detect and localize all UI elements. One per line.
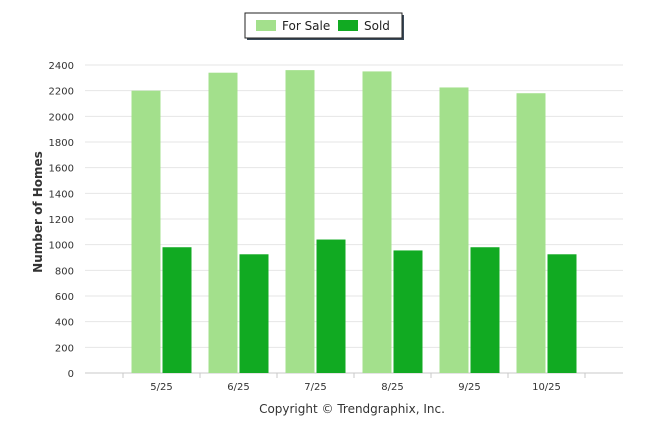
bar-for-sale-10-25[interactable] (516, 93, 546, 373)
y-tick-label: 400 (55, 318, 74, 329)
bars (131, 70, 577, 374)
y-tick-label: 200 (55, 343, 74, 354)
y-tick-label: 2400 (49, 61, 74, 72)
x-tick-label: 5/25 (150, 382, 172, 393)
legend[interactable]: For Sale Sold (244, 12, 404, 40)
legend-swatch-sold (338, 20, 358, 31)
bar-for-sale-6-25[interactable] (208, 72, 238, 373)
y-tick-label: 1800 (49, 138, 74, 149)
y-tick-label: 800 (55, 266, 74, 277)
bar-sold-7-25[interactable] (316, 239, 346, 373)
y-tick-label: 1200 (49, 215, 74, 226)
y-tick-label: 2000 (49, 112, 74, 123)
y-tick-label: 2200 (49, 87, 74, 98)
bar-for-sale-8-25[interactable] (362, 71, 392, 374)
x-tick-label: 6/25 (227, 382, 249, 393)
bar-for-sale-9-25[interactable] (439, 87, 469, 373)
legend-label-for-sale[interactable]: For Sale (282, 19, 330, 33)
y-tick-label: 1000 (49, 241, 74, 252)
legend-swatch-for-sale (256, 20, 276, 31)
bar-sold-9-25[interactable] (470, 247, 500, 373)
bar-sold-8-25[interactable] (393, 250, 423, 373)
bar-for-sale-5-25[interactable] (131, 90, 161, 374)
legend-label-sold[interactable]: Sold (364, 19, 390, 33)
copyright-credit: Copyright © Trendgraphix, Inc. (259, 402, 445, 416)
y-tick-label: 1400 (49, 189, 74, 200)
x-tick-label: 7/25 (304, 382, 326, 393)
y-tick-label: 0 (68, 369, 74, 380)
x-axis-ticks: 5/25 6/25 7/25 8/25 9/25 10/25 (122, 373, 586, 393)
y-tick-label: 600 (55, 292, 74, 303)
x-tick-label: 10/25 (532, 382, 561, 393)
y-axis-ticks: 0 200 400 600 800 1000 1200 1400 1600 1800 2000 220… (49, 61, 74, 380)
x-tick-label: 8/25 (381, 382, 403, 393)
y-tick-label: 1600 (49, 164, 74, 175)
bar-sold-6-25[interactable] (239, 254, 269, 373)
bar-sold-10-25[interactable] (547, 254, 577, 373)
y-axis-label: Number of Homes (31, 151, 45, 273)
x-tick-label: 9/25 (458, 382, 480, 393)
bar-for-sale-7-25[interactable] (285, 70, 315, 373)
bar-sold-5-25[interactable] (162, 247, 192, 373)
